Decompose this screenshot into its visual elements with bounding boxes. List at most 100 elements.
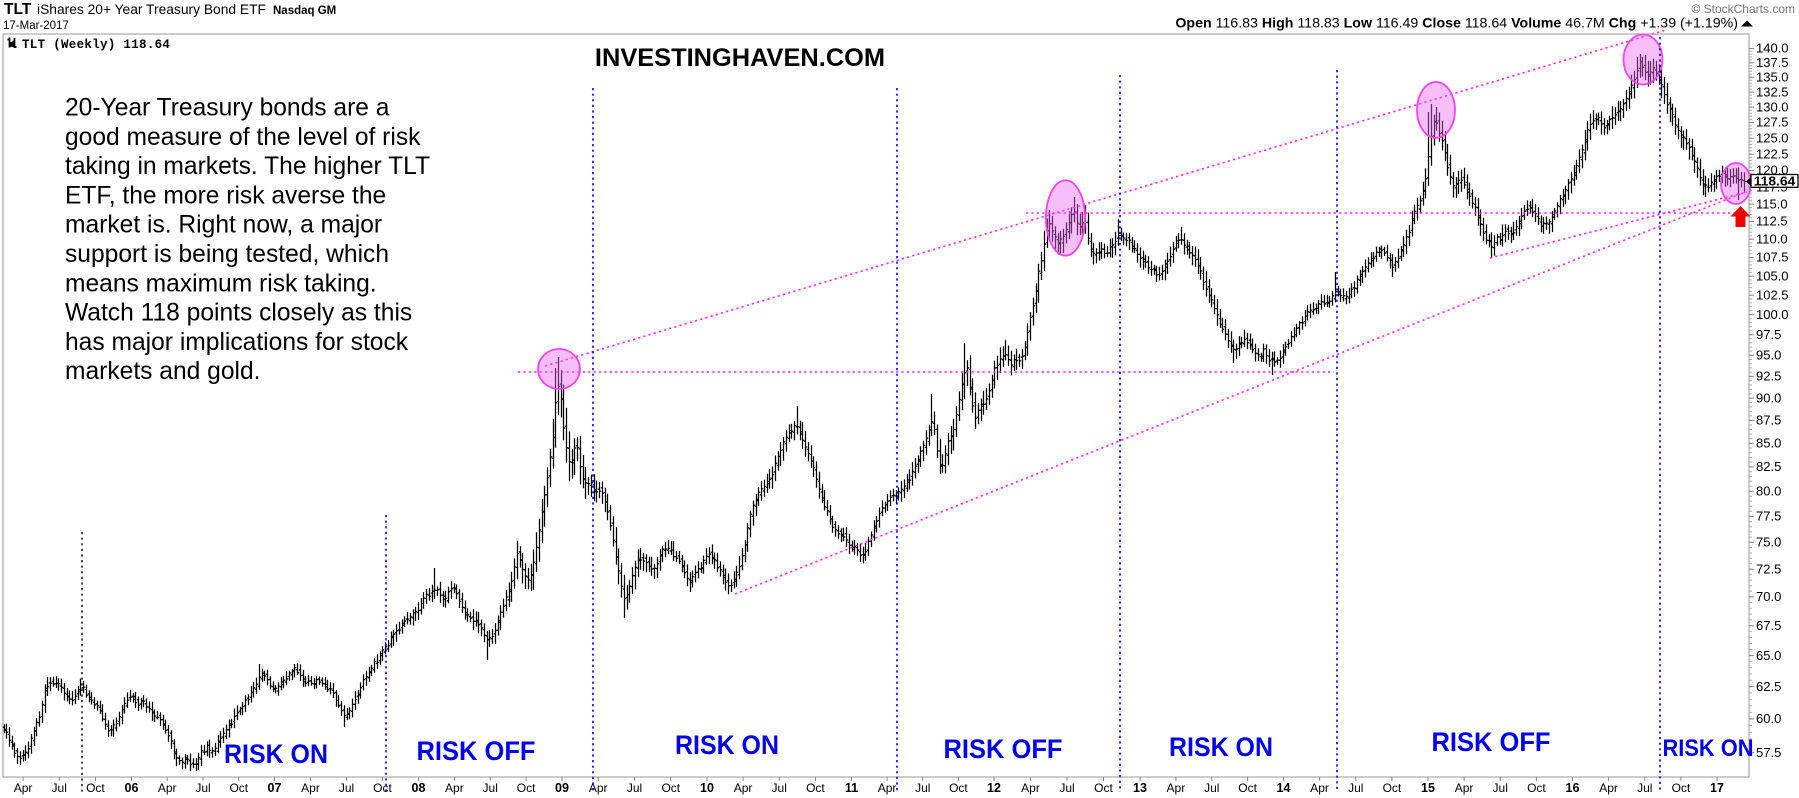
svg-text:Oct: Oct bbox=[661, 781, 680, 795]
svg-text:iShares 20+ Year Treasury Bond: iShares 20+ Year Treasury Bond ETF bbox=[37, 2, 266, 17]
svg-text:60.0: 60.0 bbox=[1756, 711, 1781, 726]
svg-text:Apr: Apr bbox=[589, 781, 608, 795]
svg-text:135.0: 135.0 bbox=[1756, 70, 1789, 85]
svg-text:90.0: 90.0 bbox=[1756, 390, 1781, 405]
svg-text:137.5: 137.5 bbox=[1756, 55, 1789, 70]
svg-text:Oct: Oct bbox=[229, 781, 248, 795]
svg-text:57.5: 57.5 bbox=[1756, 745, 1781, 760]
svg-text:RISK ON: RISK ON bbox=[224, 739, 328, 769]
svg-text:80.0: 80.0 bbox=[1756, 484, 1781, 499]
svg-text:Nasdaq GM: Nasdaq GM bbox=[273, 5, 336, 17]
svg-text:RISK OFF: RISK OFF bbox=[944, 734, 1063, 764]
svg-text:17-Mar-2017: 17-Mar-2017 bbox=[3, 20, 69, 32]
svg-text:16: 16 bbox=[1566, 781, 1580, 795]
svg-text:85.0: 85.0 bbox=[1756, 436, 1781, 451]
svg-text:Watch 118 points closely as th: Watch 118 points closely as this bbox=[65, 300, 412, 327]
svg-text:92.5: 92.5 bbox=[1756, 369, 1781, 384]
svg-text:140.0: 140.0 bbox=[1756, 41, 1789, 56]
svg-text:110.0: 110.0 bbox=[1756, 232, 1788, 247]
svg-text:Oct: Oct bbox=[517, 781, 536, 795]
svg-text:Oct: Oct bbox=[806, 781, 825, 795]
svg-text:Apr: Apr bbox=[878, 781, 897, 795]
svg-text:Jul: Jul bbox=[483, 781, 498, 795]
svg-text:Jul: Jul bbox=[915, 781, 930, 795]
svg-text:TLT (Weekly) 118.64: TLT (Weekly) 118.64 bbox=[22, 38, 170, 52]
svg-text:Apr: Apr bbox=[734, 781, 753, 795]
svg-text:RISK OFF: RISK OFF bbox=[417, 736, 536, 766]
svg-text:Oct: Oct bbox=[1672, 781, 1691, 795]
svg-text:20-Year Treasury bonds are a: 20-Year Treasury bonds are a bbox=[65, 95, 390, 122]
svg-text:100.0: 100.0 bbox=[1756, 307, 1789, 322]
svg-text:13: 13 bbox=[1133, 781, 1147, 795]
svg-text:Oct: Oct bbox=[1238, 781, 1257, 795]
svg-text:taking in markets. The higher: taking in markets. The higher TLT bbox=[65, 153, 430, 180]
svg-text:97.5: 97.5 bbox=[1756, 327, 1781, 342]
svg-text:08: 08 bbox=[412, 781, 426, 795]
svg-text:Jul: Jul bbox=[1637, 781, 1652, 795]
svg-text:15: 15 bbox=[1421, 781, 1435, 795]
svg-text:RISK ON: RISK ON bbox=[1169, 732, 1273, 762]
svg-text:75.0: 75.0 bbox=[1756, 535, 1781, 550]
svg-text:Jul: Jul bbox=[339, 781, 354, 795]
svg-text:Jul: Jul bbox=[52, 781, 67, 795]
svg-text:112.5: 112.5 bbox=[1756, 214, 1788, 229]
svg-text:Jul: Jul bbox=[1348, 781, 1363, 795]
svg-text:67.5: 67.5 bbox=[1756, 618, 1781, 633]
svg-text:Apr: Apr bbox=[1021, 781, 1040, 795]
svg-text:132.5: 132.5 bbox=[1756, 84, 1789, 99]
svg-text:Apr: Apr bbox=[1599, 781, 1618, 795]
svg-text:10: 10 bbox=[700, 781, 714, 795]
svg-text:Oct: Oct bbox=[1527, 781, 1546, 795]
svg-text:122.5: 122.5 bbox=[1756, 146, 1789, 161]
svg-text:Jul: Jul bbox=[1493, 781, 1508, 795]
svg-text:62.5: 62.5 bbox=[1756, 679, 1781, 694]
svg-text:09: 09 bbox=[555, 781, 569, 795]
svg-text:115.0: 115.0 bbox=[1756, 196, 1788, 211]
svg-text:105.0: 105.0 bbox=[1756, 268, 1789, 283]
svg-text:11: 11 bbox=[845, 781, 858, 795]
svg-text:72.5: 72.5 bbox=[1756, 561, 1781, 576]
svg-text:Apr: Apr bbox=[158, 781, 177, 795]
svg-text:Oct: Oct bbox=[1094, 781, 1113, 795]
svg-text:Apr: Apr bbox=[301, 781, 320, 795]
svg-text:127.5: 127.5 bbox=[1756, 115, 1789, 130]
svg-text:118.64: 118.64 bbox=[1754, 174, 1796, 188]
svg-text:Apr: Apr bbox=[1310, 781, 1329, 795]
svg-text:INVESTINGHAVEN.COM: INVESTINGHAVEN.COM bbox=[595, 44, 885, 72]
svg-text:14: 14 bbox=[1277, 781, 1291, 795]
svg-text:Oct: Oct bbox=[86, 781, 105, 795]
svg-text:has major implications for sto: has major implications for stock bbox=[65, 329, 409, 356]
svg-text:06: 06 bbox=[125, 781, 139, 795]
svg-text:Jul: Jul bbox=[195, 781, 210, 795]
svg-text:Oct: Oct bbox=[949, 781, 968, 795]
svg-text:17: 17 bbox=[1710, 781, 1724, 795]
svg-text:82.5: 82.5 bbox=[1756, 459, 1781, 474]
svg-text:Oct: Oct bbox=[1383, 781, 1402, 795]
svg-text:support is being tested, which: support is being tested, which bbox=[65, 241, 389, 268]
svg-text:good measure of the level of r: good measure of the level of risk bbox=[65, 124, 421, 151]
svg-text:77.5: 77.5 bbox=[1756, 509, 1781, 524]
svg-text:Jul: Jul bbox=[1059, 781, 1074, 795]
svg-text:87.5: 87.5 bbox=[1756, 413, 1781, 428]
svg-text:Apr: Apr bbox=[14, 781, 33, 795]
svg-text:ETF, the more risk averse the: ETF, the more risk averse the bbox=[65, 182, 386, 209]
svg-text:Jul: Jul bbox=[772, 781, 787, 795]
svg-text:65.0: 65.0 bbox=[1756, 648, 1781, 663]
svg-text:70.0: 70.0 bbox=[1756, 589, 1781, 604]
svg-text:RISK ON: RISK ON bbox=[675, 730, 779, 760]
svg-text:07: 07 bbox=[268, 781, 282, 795]
svg-text:Apr: Apr bbox=[1455, 781, 1474, 795]
svg-text:means maximum risk taking.: means maximum risk taking. bbox=[65, 270, 377, 297]
svg-text:12: 12 bbox=[987, 781, 1001, 795]
svg-text:Open 116.83 High 118.83 Low 11: Open 116.83 High 118.83 Low 116.49 Close… bbox=[1175, 16, 1738, 32]
svg-text:RISK ON: RISK ON bbox=[1663, 736, 1754, 762]
svg-text:Apr: Apr bbox=[1167, 781, 1186, 795]
svg-text:market is. Right now, a major: market is. Right now, a major bbox=[65, 212, 382, 239]
svg-text:TLT: TLT bbox=[4, 1, 32, 18]
svg-text:RISK OFF: RISK OFF bbox=[1432, 727, 1551, 757]
svg-text:markets and gold.: markets and gold. bbox=[65, 358, 261, 385]
svg-text:Apr: Apr bbox=[445, 781, 464, 795]
svg-text:125.0: 125.0 bbox=[1756, 130, 1789, 145]
svg-text:95.0: 95.0 bbox=[1756, 348, 1781, 363]
svg-text:130.0: 130.0 bbox=[1756, 99, 1789, 114]
